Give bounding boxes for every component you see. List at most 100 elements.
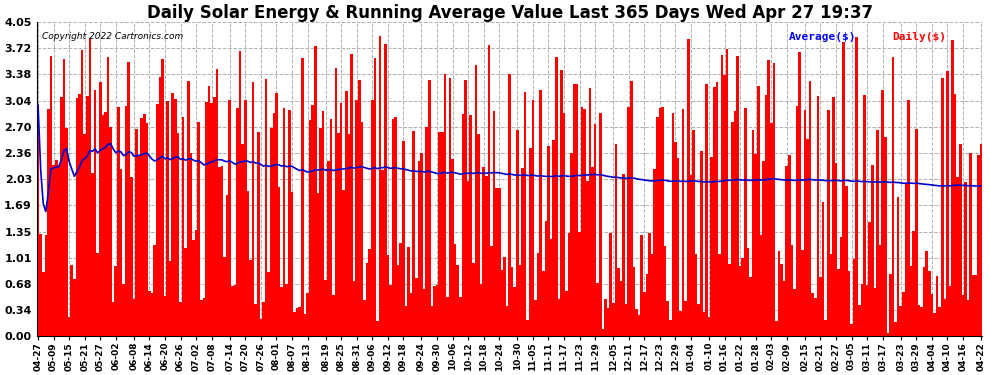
Bar: [161, 59, 163, 336]
Bar: [229, 100, 231, 336]
Bar: [436, 285, 439, 336]
Bar: [964, 182, 967, 336]
Bar: [529, 148, 532, 336]
Bar: [389, 285, 392, 336]
Text: Copyright 2022 Cartronics.com: Copyright 2022 Cartronics.com: [42, 32, 183, 41]
Bar: [52, 165, 54, 336]
Bar: [788, 155, 791, 336]
Bar: [123, 285, 125, 336]
Bar: [742, 258, 744, 336]
Bar: [980, 144, 982, 336]
Bar: [514, 287, 516, 336]
Bar: [405, 306, 407, 336]
Bar: [270, 128, 272, 336]
Bar: [825, 320, 827, 336]
Bar: [876, 130, 879, 336]
Bar: [708, 317, 711, 336]
Bar: [969, 153, 972, 336]
Bar: [70, 265, 73, 336]
Bar: [312, 105, 314, 336]
Bar: [301, 58, 304, 336]
Bar: [868, 222, 871, 336]
Bar: [604, 298, 607, 336]
Bar: [490, 246, 493, 336]
Bar: [943, 299, 946, 336]
Bar: [239, 51, 242, 336]
Bar: [633, 267, 636, 336]
Bar: [791, 245, 793, 336]
Bar: [656, 117, 658, 336]
Bar: [889, 274, 892, 336]
Bar: [682, 109, 684, 336]
Bar: [125, 106, 128, 336]
Bar: [638, 315, 641, 336]
Bar: [785, 166, 788, 336]
Bar: [413, 130, 415, 336]
Bar: [169, 261, 171, 336]
Bar: [540, 90, 542, 336]
Bar: [453, 244, 456, 336]
Bar: [544, 221, 547, 336]
Bar: [557, 299, 560, 336]
Bar: [444, 74, 446, 336]
Bar: [423, 289, 426, 336]
Bar: [171, 93, 174, 336]
Bar: [809, 81, 812, 336]
Bar: [645, 274, 648, 336]
Bar: [130, 177, 133, 336]
Bar: [586, 181, 589, 336]
Bar: [923, 267, 926, 336]
Bar: [363, 300, 365, 336]
Bar: [371, 100, 373, 336]
Bar: [783, 281, 785, 336]
Bar: [143, 114, 146, 336]
Bar: [237, 108, 239, 336]
Bar: [838, 269, 840, 336]
Bar: [498, 189, 501, 336]
Bar: [503, 257, 506, 336]
Bar: [589, 88, 591, 336]
Bar: [402, 141, 405, 336]
Bar: [669, 320, 671, 336]
Bar: [407, 248, 410, 336]
Bar: [197, 122, 200, 336]
Bar: [801, 250, 804, 336]
Bar: [951, 40, 954, 336]
Bar: [721, 55, 724, 336]
Bar: [607, 308, 609, 336]
Bar: [671, 113, 674, 336]
Bar: [340, 103, 343, 336]
Bar: [54, 159, 57, 336]
Bar: [931, 294, 934, 336]
Bar: [871, 165, 873, 336]
Bar: [918, 305, 921, 336]
Bar: [617, 268, 620, 336]
Bar: [226, 195, 229, 336]
Bar: [663, 246, 666, 336]
Bar: [448, 78, 451, 336]
Bar: [560, 70, 562, 336]
Bar: [242, 144, 244, 336]
Bar: [860, 284, 863, 336]
Bar: [591, 166, 594, 336]
Bar: [705, 84, 708, 336]
Bar: [187, 81, 190, 336]
Bar: [365, 263, 368, 336]
Bar: [50, 56, 52, 336]
Bar: [961, 295, 964, 336]
Bar: [192, 240, 195, 336]
Bar: [83, 134, 86, 336]
Bar: [726, 49, 729, 336]
Bar: [817, 96, 819, 336]
Bar: [153, 245, 156, 336]
Bar: [75, 98, 78, 336]
Bar: [182, 117, 184, 336]
Bar: [751, 130, 754, 336]
Bar: [731, 122, 734, 336]
Bar: [690, 175, 692, 336]
Bar: [347, 134, 350, 336]
Bar: [251, 82, 254, 336]
Bar: [915, 129, 918, 336]
Bar: [812, 294, 814, 336]
Bar: [547, 146, 549, 336]
